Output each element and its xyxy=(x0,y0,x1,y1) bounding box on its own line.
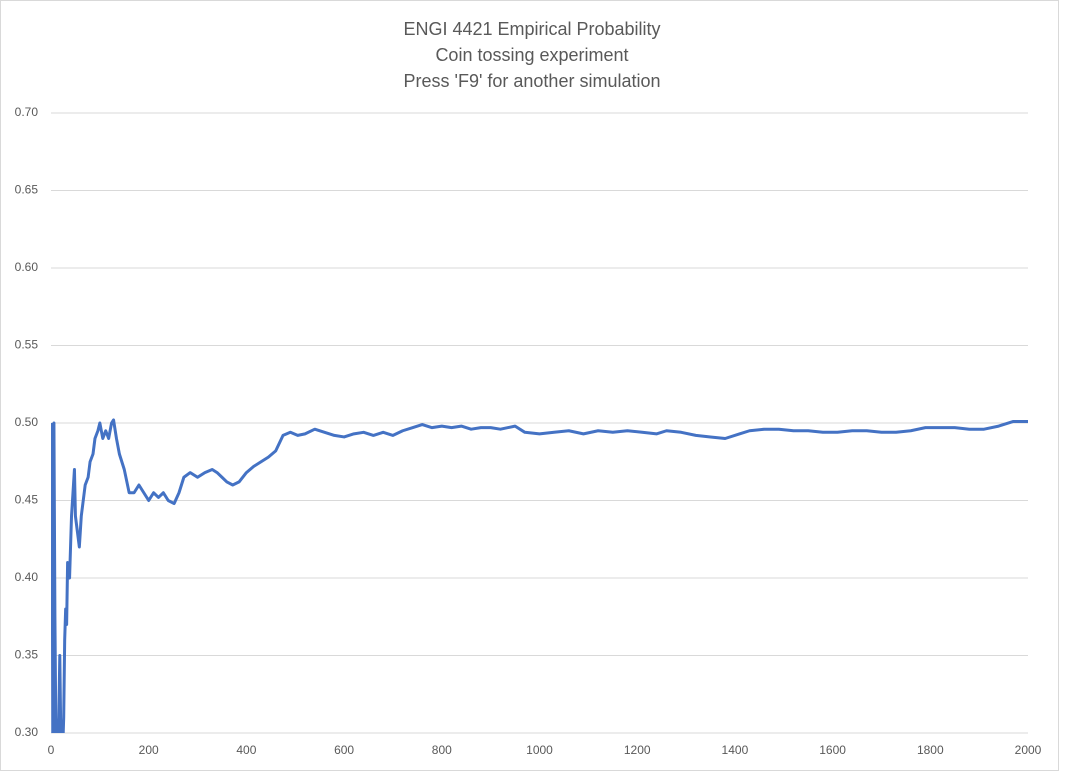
chart-title: Press 'F9' for another simulation xyxy=(404,71,661,91)
y-tick-label: 0.35 xyxy=(15,648,39,662)
y-tick-label: 0.30 xyxy=(15,725,39,739)
y-tick-label: 0.55 xyxy=(15,338,39,352)
y-tick-label: 0.60 xyxy=(15,260,39,274)
x-tick-label: 1200 xyxy=(624,743,651,757)
y-tick-label: 0.70 xyxy=(15,105,39,119)
x-tick-label: 2000 xyxy=(1015,743,1042,757)
y-tick-label: 0.45 xyxy=(15,493,39,507)
y-tick-label: 0.40 xyxy=(15,570,39,584)
chart-title: ENGI 4421 Empirical Probability xyxy=(403,19,660,39)
chart-title: Coin tossing experiment xyxy=(435,45,628,65)
x-tick-label: 1600 xyxy=(819,743,846,757)
x-tick-label: 1800 xyxy=(917,743,944,757)
y-tick-label: 0.65 xyxy=(15,183,39,197)
y-tick-label: 0.50 xyxy=(15,415,39,429)
x-tick-label: 600 xyxy=(334,743,354,757)
x-tick-label: 1400 xyxy=(722,743,749,757)
x-tick-label: 0 xyxy=(48,743,55,757)
x-tick-label: 400 xyxy=(236,743,256,757)
data-line xyxy=(51,418,1028,733)
x-tick-label: 200 xyxy=(139,743,159,757)
x-tick-label: 800 xyxy=(432,743,452,757)
x-tick-label: 1000 xyxy=(526,743,553,757)
